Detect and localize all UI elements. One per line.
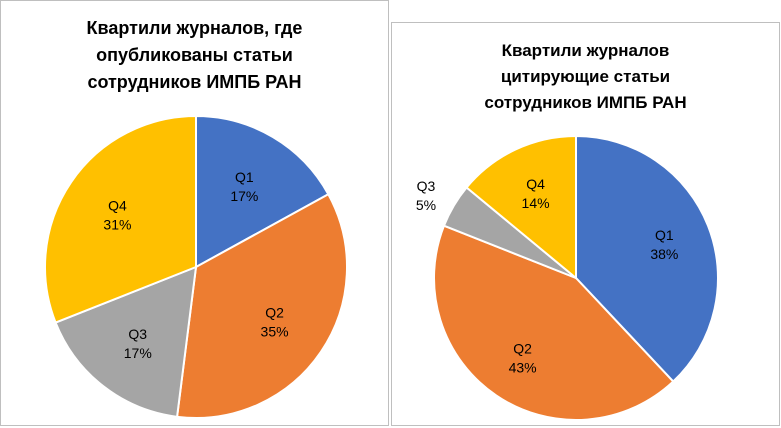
slice-value-label: 5%	[416, 197, 436, 213]
chart-panel-left: Квартили журналов, где опубликованы стат…	[0, 0, 389, 426]
slice-category-label: Q1	[655, 227, 674, 243]
slice-category-label: Q3	[128, 326, 147, 342]
chart-title-right-line-1: Квартили журналов	[501, 41, 670, 60]
chart-panel-right: Квартили журналов цитирующие статьи сотр…	[391, 22, 780, 426]
pie-slice-q4	[465, 134, 577, 281]
slice-value-label: 14%	[522, 195, 550, 211]
slice-value-label: 38%	[650, 246, 678, 262]
pie-slice-q1	[195, 114, 330, 269]
slice-label-q3: Q35%	[416, 178, 436, 213]
slice-category-label: Q4	[108, 198, 127, 214]
slice-value-label: 35%	[261, 323, 289, 339]
chart-title-left-line-2: опубликованы статьи	[96, 45, 293, 65]
slice-value-label: 17%	[124, 345, 152, 361]
slice-category-label: Q1	[235, 169, 254, 185]
pie-slice-q1	[575, 134, 720, 383]
slice-category-label: Q4	[526, 176, 545, 192]
slice-value-label: 31%	[103, 217, 131, 233]
chart-title-left-line-3: сотрудников ИМПБ РАН	[87, 72, 302, 92]
chart-title-left-line-1: Квартили журналов, где	[86, 18, 303, 38]
pie-slice-q4	[44, 114, 197, 324]
slice-category-label: Q3	[417, 178, 436, 194]
pie-slice-q2	[433, 224, 675, 421]
slice-value-label: 17%	[230, 188, 258, 204]
chart-title-left: Квартили журналов, где опубликованы стат…	[1, 15, 388, 96]
chart-title-right: Квартили журналов цитирующие статьи сотр…	[392, 38, 779, 116]
slice-value-label: 43%	[509, 360, 537, 376]
chart-title-right-line-2: цитирующие статьи	[500, 67, 671, 86]
pie-slice-q2	[175, 192, 348, 419]
chart-title-right-line-3: сотрудников ИМПБ РАН	[484, 93, 687, 112]
slice-category-label: Q2	[513, 341, 532, 357]
slice-category-label: Q2	[265, 304, 284, 320]
pie-slice-q3	[54, 265, 198, 418]
